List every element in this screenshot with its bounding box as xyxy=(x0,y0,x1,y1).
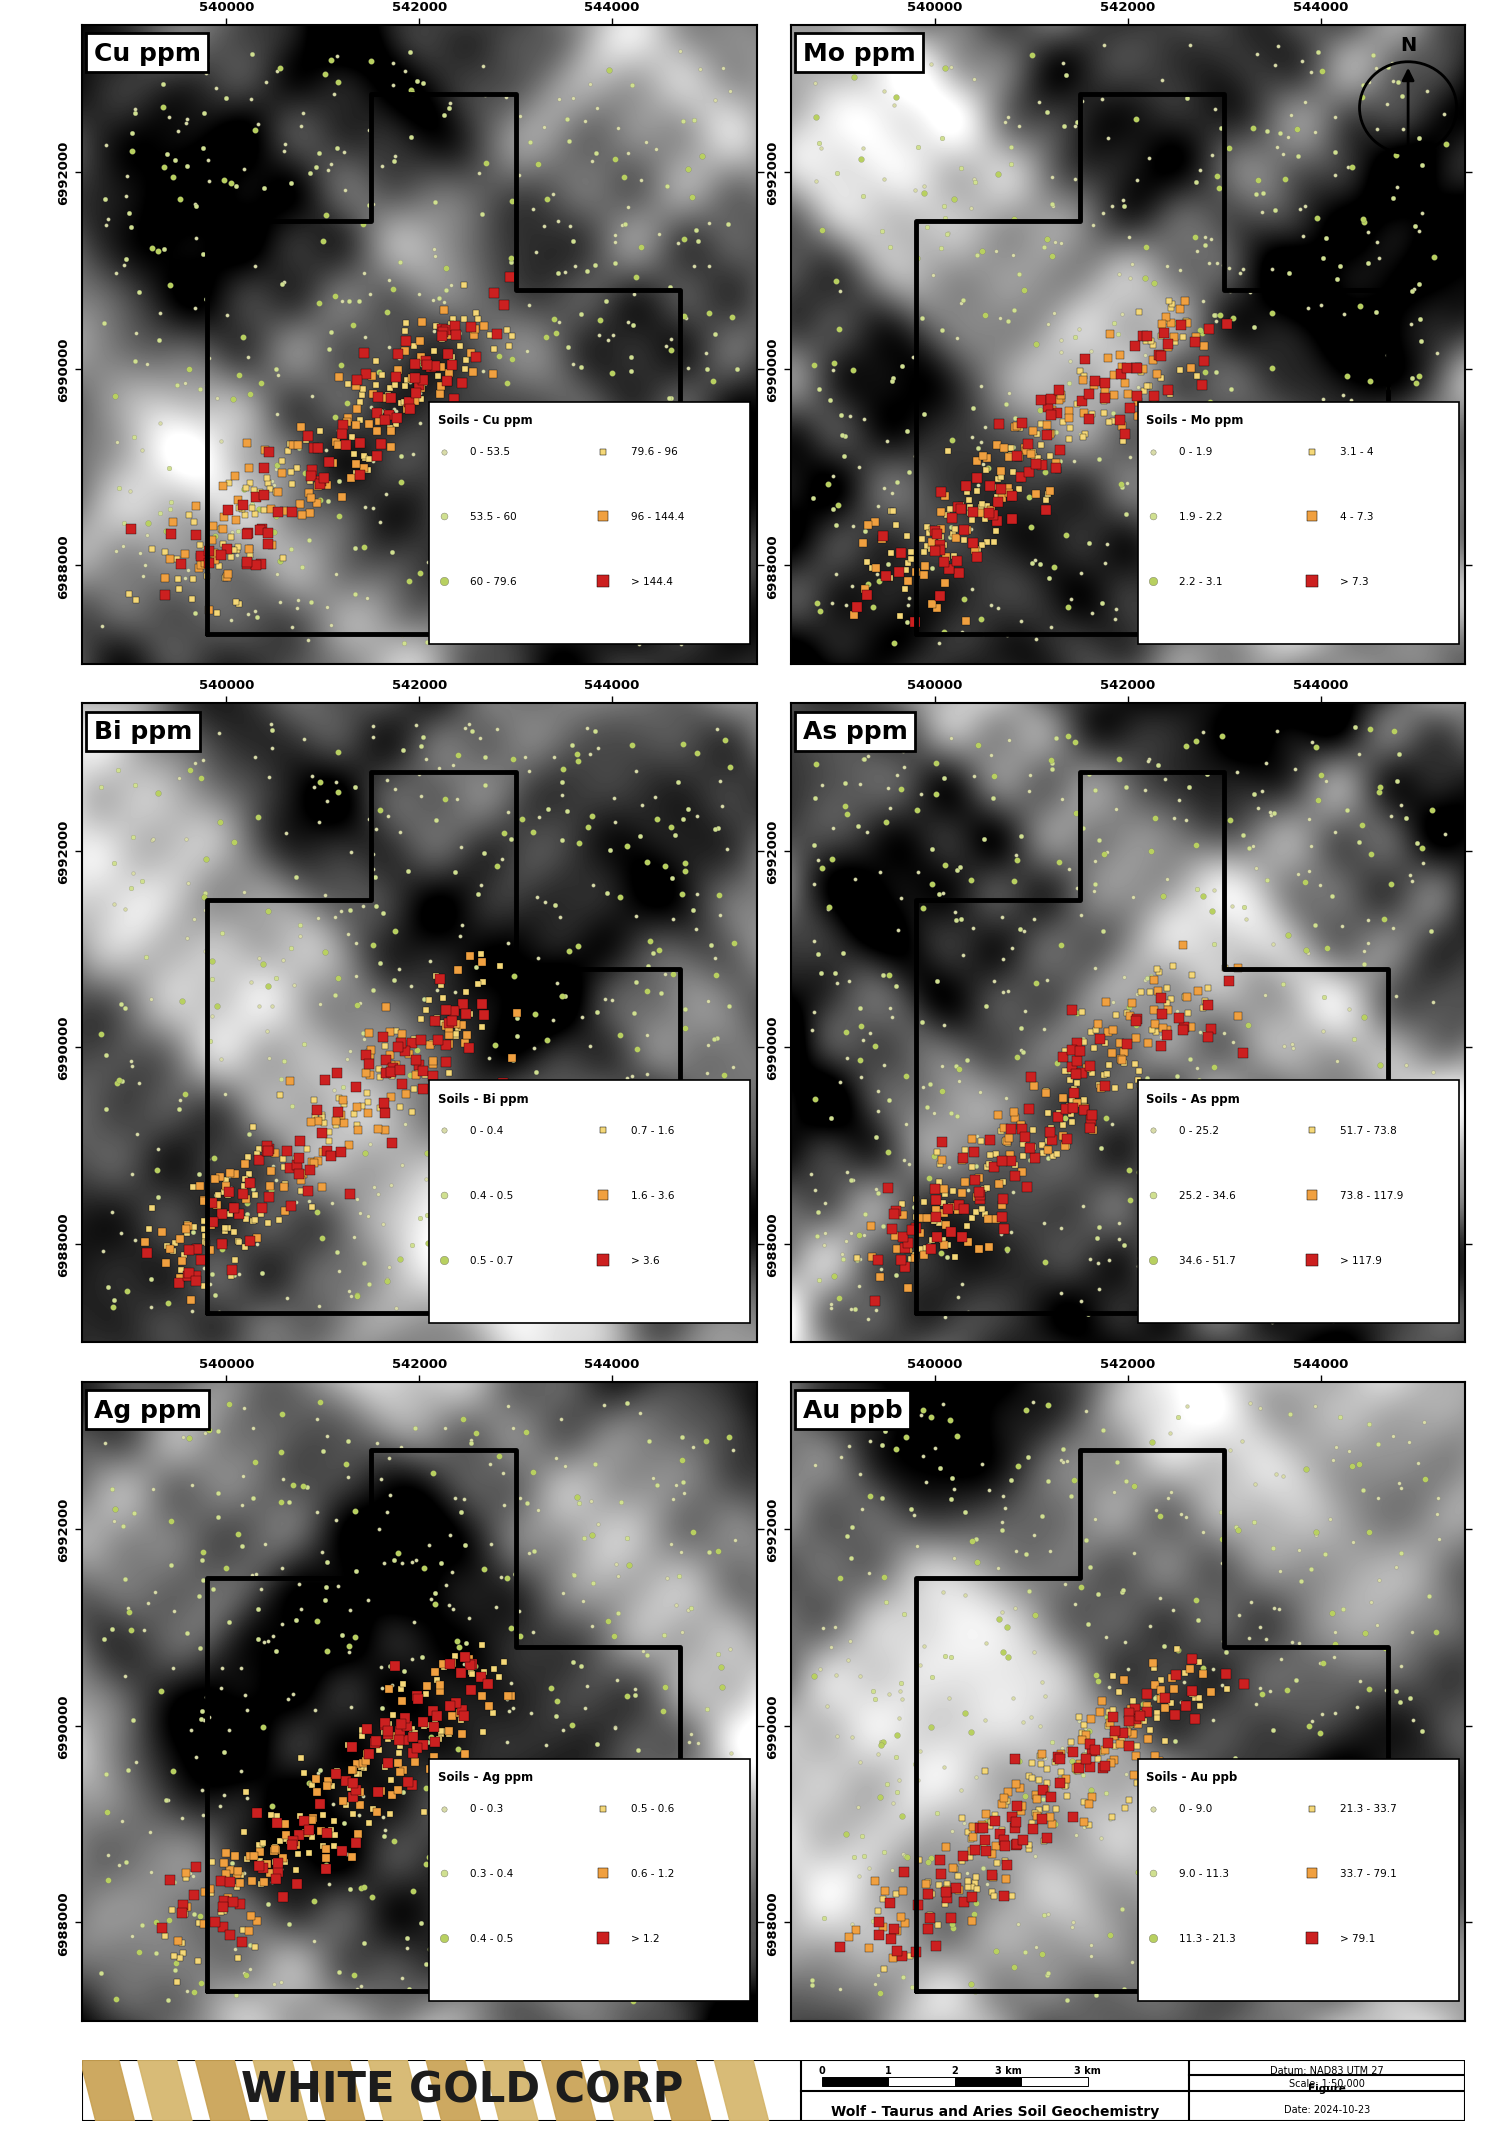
Text: 3 km: 3 km xyxy=(1074,2065,1100,2074)
Text: 11.3 - 21.3: 11.3 - 21.3 xyxy=(1178,1933,1234,1943)
Text: 0 - 9.0: 0 - 9.0 xyxy=(1178,1804,1212,1813)
Text: N: N xyxy=(1399,36,1416,56)
Polygon shape xyxy=(541,2061,595,2121)
Bar xyxy=(430,1760,749,2001)
Text: 0 - 0.4: 0 - 0.4 xyxy=(470,1125,503,1135)
Bar xyxy=(1138,402,1457,646)
Text: 0.6 - 1.2: 0.6 - 1.2 xyxy=(630,1869,674,1879)
Polygon shape xyxy=(138,2061,192,2121)
Bar xyxy=(822,2078,888,2087)
Text: 0.4 - 0.5: 0.4 - 0.5 xyxy=(470,1191,513,1199)
Text: Ag ppm: Ag ppm xyxy=(94,1398,202,1422)
Polygon shape xyxy=(656,2061,711,2121)
Polygon shape xyxy=(80,2061,134,2121)
Text: 0 - 25.2: 0 - 25.2 xyxy=(1178,1125,1218,1135)
Text: Date: 2024-10-23: Date: 2024-10-23 xyxy=(1283,2104,1370,2114)
Polygon shape xyxy=(483,2061,538,2121)
Bar xyxy=(1020,2078,1087,2087)
Polygon shape xyxy=(311,2061,364,2121)
Text: > 1.2: > 1.2 xyxy=(630,1933,660,1943)
Text: 21.3 - 33.7: 21.3 - 33.7 xyxy=(1340,1804,1396,1813)
Polygon shape xyxy=(425,2061,480,2121)
Text: Mo ppm: Mo ppm xyxy=(803,41,915,66)
Bar xyxy=(1138,1760,1457,2001)
Text: Soils - Cu ppm: Soils - Cu ppm xyxy=(437,415,532,428)
Text: 1: 1 xyxy=(885,2065,891,2074)
Text: 0.4 - 0.5: 0.4 - 0.5 xyxy=(470,1933,513,1943)
Text: 1.9 - 2.2: 1.9 - 2.2 xyxy=(1178,513,1221,522)
Polygon shape xyxy=(714,2061,769,2121)
Polygon shape xyxy=(369,2061,422,2121)
Text: 0 - 0.3: 0 - 0.3 xyxy=(470,1804,503,1813)
Text: > 79.1: > 79.1 xyxy=(1340,1933,1374,1943)
Text: 34.6 - 51.7: 34.6 - 51.7 xyxy=(1178,1255,1234,1266)
Text: Wolf - Taurus and Aries Soil Geochemistry: Wolf - Taurus and Aries Soil Geochemistr… xyxy=(830,2104,1158,2119)
Text: Figure: Figure xyxy=(1307,2082,1346,2093)
Text: 1.6 - 3.6: 1.6 - 3.6 xyxy=(630,1191,675,1199)
Text: 0.7 - 1.6: 0.7 - 1.6 xyxy=(630,1125,674,1135)
Text: Au ppb: Au ppb xyxy=(803,1398,901,1422)
Text: > 7.3: > 7.3 xyxy=(1340,577,1368,588)
Polygon shape xyxy=(599,2061,653,2121)
Text: Scale: 1:50,000: Scale: 1:50,000 xyxy=(1289,2078,1364,2089)
Text: 0.5 - 0.7: 0.5 - 0.7 xyxy=(470,1255,513,1266)
Polygon shape xyxy=(253,2061,308,2121)
Text: > 117.9: > 117.9 xyxy=(1340,1255,1381,1266)
Text: 0 - 53.5: 0 - 53.5 xyxy=(470,447,510,458)
Text: 96 - 144.4: 96 - 144.4 xyxy=(630,513,684,522)
Text: WHITE GOLD CORP: WHITE GOLD CORP xyxy=(241,2067,683,2110)
Text: 2: 2 xyxy=(952,2065,958,2074)
Text: 33.7 - 79.1: 33.7 - 79.1 xyxy=(1340,1869,1396,1879)
Text: 3.1 - 4: 3.1 - 4 xyxy=(1340,447,1373,458)
Text: 4 - 7.3: 4 - 7.3 xyxy=(1340,513,1373,522)
Text: Datum: NAD83 UTM 27: Datum: NAD83 UTM 27 xyxy=(1270,2065,1383,2076)
Text: > 3.6: > 3.6 xyxy=(630,1255,660,1266)
Text: 2.2 - 3.1: 2.2 - 3.1 xyxy=(1178,577,1221,588)
Bar xyxy=(888,2078,955,2087)
Text: Soils - Au ppb: Soils - Au ppb xyxy=(1145,1770,1237,1783)
Text: 0.3 - 0.4: 0.3 - 0.4 xyxy=(470,1869,513,1879)
Text: 3 km: 3 km xyxy=(993,2065,1020,2074)
Text: As ppm: As ppm xyxy=(803,721,907,744)
Text: 73.8 - 117.9: 73.8 - 117.9 xyxy=(1340,1191,1402,1199)
Text: 51.7 - 73.8: 51.7 - 73.8 xyxy=(1340,1125,1396,1135)
Text: 0: 0 xyxy=(818,2065,825,2074)
Text: 60 - 79.6: 60 - 79.6 xyxy=(470,577,516,588)
Text: Cu ppm: Cu ppm xyxy=(94,41,201,66)
Text: 79.6 - 96: 79.6 - 96 xyxy=(630,447,678,458)
Bar xyxy=(192,2063,801,2119)
Text: Soils - Ag ppm: Soils - Ag ppm xyxy=(437,1770,532,1783)
Bar xyxy=(430,1080,749,1323)
Text: 0.5 - 0.6: 0.5 - 0.6 xyxy=(630,1804,674,1813)
Text: > 144.4: > 144.4 xyxy=(630,577,672,588)
Bar xyxy=(955,2078,1020,2087)
Bar xyxy=(1138,1080,1457,1323)
Text: Soils - As ppm: Soils - As ppm xyxy=(1145,1093,1239,1105)
Text: 0 - 1.9: 0 - 1.9 xyxy=(1178,447,1212,458)
Polygon shape xyxy=(195,2061,250,2121)
Text: Soils - Mo ppm: Soils - Mo ppm xyxy=(1145,415,1243,428)
Text: Bi ppm: Bi ppm xyxy=(94,721,192,744)
Bar xyxy=(430,402,749,646)
Text: 25.2 - 34.6: 25.2 - 34.6 xyxy=(1178,1191,1234,1199)
Text: 53.5 - 60: 53.5 - 60 xyxy=(470,513,516,522)
Text: 9.0 - 11.3: 9.0 - 11.3 xyxy=(1178,1869,1228,1879)
Text: Soils - Bi ppm: Soils - Bi ppm xyxy=(437,1093,528,1105)
